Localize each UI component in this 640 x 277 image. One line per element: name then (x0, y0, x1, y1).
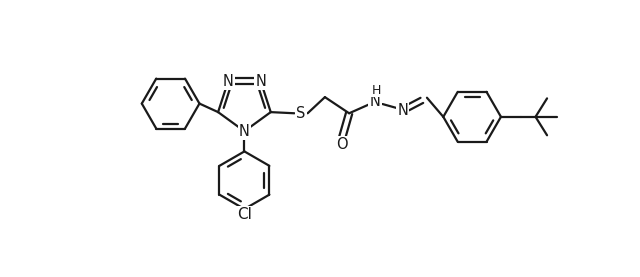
Text: N: N (397, 103, 408, 118)
Text: S: S (296, 106, 305, 121)
Text: N: N (255, 74, 266, 89)
Text: O: O (337, 137, 348, 152)
Text: H: H (372, 84, 381, 97)
Text: N: N (239, 124, 250, 139)
Text: N: N (223, 74, 234, 89)
Text: Cl: Cl (237, 207, 252, 222)
Text: N: N (370, 94, 381, 109)
